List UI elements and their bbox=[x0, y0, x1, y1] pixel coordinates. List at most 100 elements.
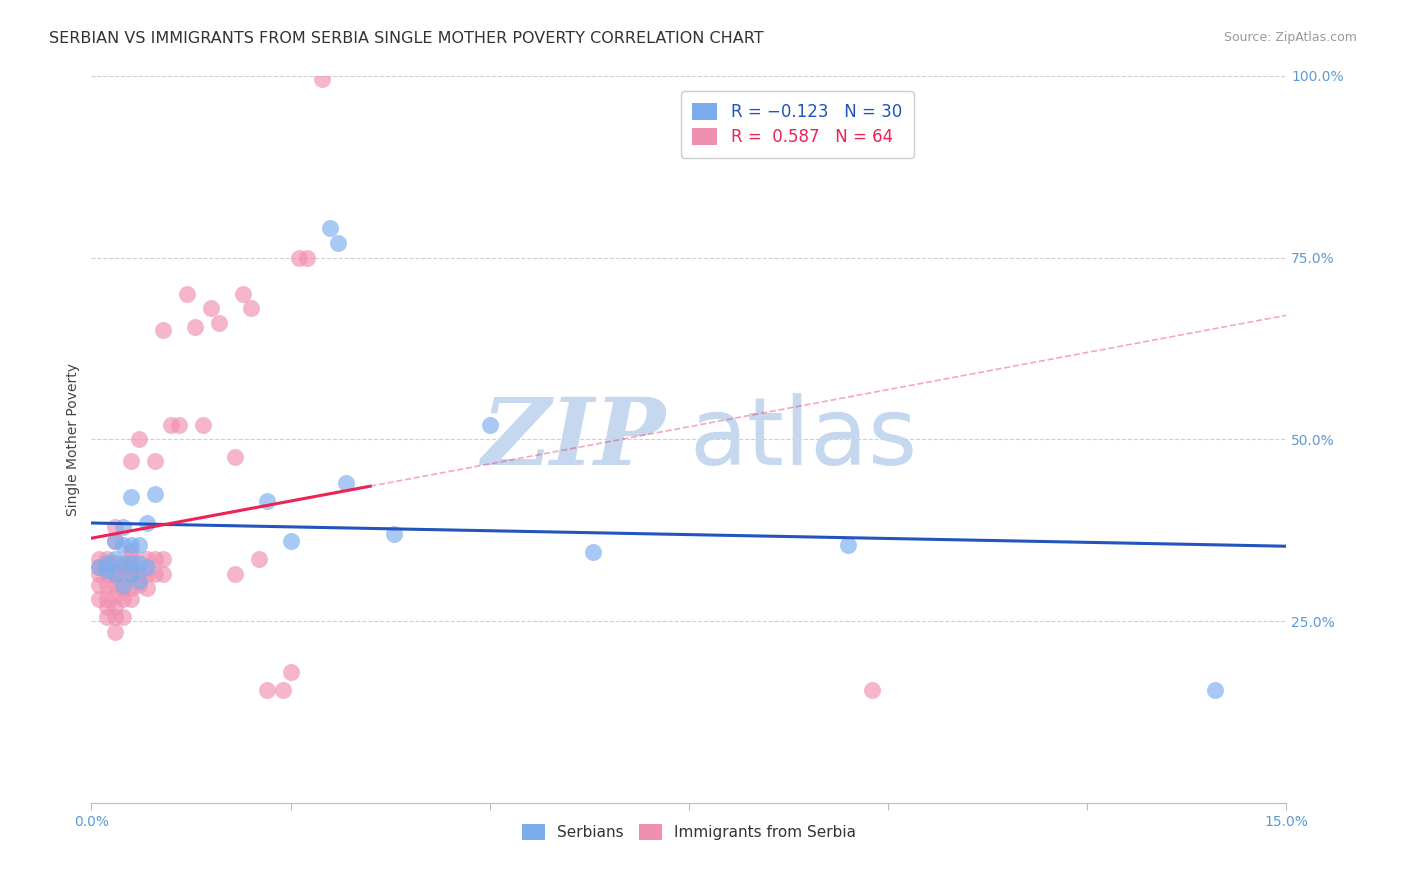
Point bbox=[120, 545, 142, 559]
Point bbox=[128, 578, 150, 592]
Point bbox=[167, 417, 190, 432]
Point bbox=[136, 516, 159, 530]
Point bbox=[112, 582, 135, 596]
Point bbox=[120, 592, 142, 607]
Point bbox=[89, 566, 111, 581]
Point bbox=[319, 221, 342, 235]
Point bbox=[104, 556, 127, 570]
Point bbox=[96, 566, 118, 581]
Point bbox=[89, 559, 111, 574]
Point bbox=[143, 454, 166, 468]
Point bbox=[120, 559, 142, 574]
Point bbox=[152, 552, 174, 566]
Point bbox=[96, 578, 118, 592]
Point bbox=[120, 454, 142, 468]
Point bbox=[382, 526, 405, 541]
Point bbox=[96, 552, 118, 566]
Point bbox=[128, 566, 150, 581]
Point bbox=[232, 287, 254, 301]
Point bbox=[143, 487, 166, 501]
Point bbox=[96, 556, 118, 570]
Point bbox=[1204, 683, 1226, 698]
Point bbox=[239, 301, 262, 316]
Point bbox=[478, 417, 501, 432]
Point bbox=[96, 559, 118, 574]
Point bbox=[287, 251, 309, 265]
Point bbox=[143, 552, 166, 566]
Point bbox=[104, 566, 127, 581]
Point bbox=[136, 566, 159, 581]
Point bbox=[152, 323, 174, 337]
Point bbox=[120, 552, 142, 566]
Point bbox=[96, 599, 118, 614]
Point bbox=[152, 566, 174, 581]
Point bbox=[120, 566, 142, 581]
Point bbox=[160, 417, 183, 432]
Point bbox=[104, 578, 127, 592]
Point bbox=[112, 578, 135, 592]
Legend: Serbians, Immigrants from Serbia: Serbians, Immigrants from Serbia bbox=[516, 818, 862, 846]
Point bbox=[96, 592, 118, 607]
Point bbox=[104, 599, 127, 614]
Point bbox=[89, 559, 111, 574]
Point bbox=[112, 592, 135, 607]
Point bbox=[224, 450, 246, 465]
Point bbox=[280, 665, 302, 679]
Point bbox=[837, 538, 859, 552]
Point bbox=[280, 534, 302, 549]
Point bbox=[256, 683, 278, 698]
Text: ZIP: ZIP bbox=[481, 394, 665, 484]
Text: Source: ZipAtlas.com: Source: ZipAtlas.com bbox=[1223, 31, 1357, 45]
Point bbox=[112, 519, 135, 533]
Point bbox=[176, 287, 198, 301]
Point bbox=[104, 624, 127, 639]
Point bbox=[120, 556, 142, 570]
Point bbox=[104, 519, 127, 533]
Point bbox=[311, 72, 333, 87]
Point bbox=[136, 582, 159, 596]
Point bbox=[104, 610, 127, 624]
Point bbox=[112, 559, 135, 574]
Point bbox=[247, 552, 270, 566]
Point bbox=[120, 566, 142, 581]
Point bbox=[89, 578, 111, 592]
Point bbox=[200, 301, 222, 316]
Point bbox=[104, 589, 127, 603]
Point bbox=[104, 552, 127, 566]
Text: SERBIAN VS IMMIGRANTS FROM SERBIA SINGLE MOTHER POVERTY CORRELATION CHART: SERBIAN VS IMMIGRANTS FROM SERBIA SINGLE… bbox=[49, 31, 763, 46]
Point bbox=[271, 683, 294, 698]
Point bbox=[112, 610, 135, 624]
Point bbox=[582, 545, 605, 559]
Point bbox=[96, 610, 118, 624]
Point bbox=[256, 494, 278, 508]
Point bbox=[335, 475, 357, 490]
Point bbox=[136, 559, 159, 574]
Point bbox=[112, 538, 135, 552]
Point bbox=[184, 319, 207, 334]
Text: atlas: atlas bbox=[689, 393, 917, 485]
Point bbox=[208, 316, 231, 330]
Point bbox=[191, 417, 214, 432]
Point bbox=[143, 566, 166, 581]
Point bbox=[104, 534, 127, 549]
Point bbox=[128, 574, 150, 588]
Point bbox=[120, 491, 142, 505]
Point bbox=[860, 683, 883, 698]
Point bbox=[104, 566, 127, 581]
Point bbox=[128, 556, 150, 570]
Point bbox=[104, 534, 127, 549]
Point bbox=[128, 538, 150, 552]
Point bbox=[128, 432, 150, 446]
Point bbox=[112, 566, 135, 581]
Y-axis label: Single Mother Poverty: Single Mother Poverty bbox=[66, 363, 80, 516]
Point bbox=[89, 552, 111, 566]
Point bbox=[96, 563, 118, 577]
Point bbox=[120, 538, 142, 552]
Point bbox=[120, 582, 142, 596]
Point bbox=[295, 251, 318, 265]
Point bbox=[328, 235, 350, 250]
Point bbox=[89, 592, 111, 607]
Point bbox=[136, 552, 159, 566]
Point bbox=[112, 556, 135, 570]
Point bbox=[224, 566, 246, 581]
